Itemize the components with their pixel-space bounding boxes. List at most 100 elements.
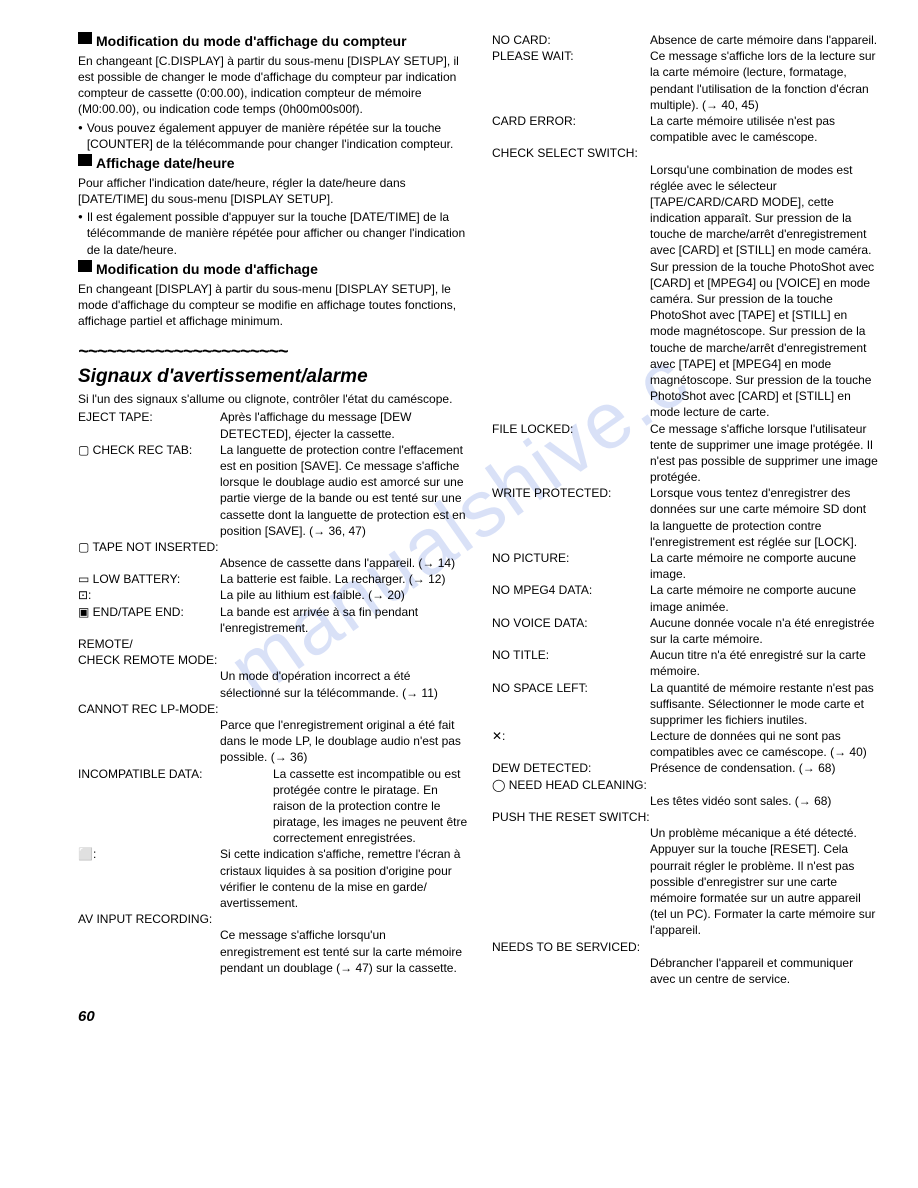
table-row: Lorsqu'une combination de modes est régl… bbox=[492, 162, 878, 421]
table-row: NO CARD:Absence de carte mémoire dans l'… bbox=[492, 32, 878, 48]
table-row: Un mode d'opération incorrect a été séle… bbox=[78, 668, 468, 700]
row-label: REMOTE/ bbox=[78, 636, 220, 652]
row-label: ▢ CHECK REC TAB: bbox=[78, 442, 220, 458]
row-value: Aucun titre n'a été enregistré sur la ca… bbox=[650, 647, 878, 679]
row-value: Présence de condensation. (→ 68) bbox=[650, 760, 878, 776]
major-heading: Signaux d'avertissement/alarme bbox=[78, 364, 468, 390]
table-row: ◯ NEED HEAD CLEANING: bbox=[492, 777, 878, 793]
table-row: Parce que l'enregistrement original a ét… bbox=[78, 717, 468, 766]
table-row: NO VOICE DATA:Aucune donnée vocale n'a é… bbox=[492, 615, 878, 647]
table-row: CHECK SELECT SWITCH: bbox=[492, 145, 878, 161]
row-value: Un problème mécanique a été détecté. App… bbox=[650, 825, 878, 938]
page-number: 60 bbox=[78, 1007, 878, 1027]
row-label: NO PICTURE: bbox=[492, 550, 650, 566]
row-label: PLEASE WAIT: bbox=[492, 48, 650, 64]
row-value: Parce que l'enregistrement original a ét… bbox=[220, 717, 468, 766]
table-row: ✕:Lecture de données qui ne sont pas com… bbox=[492, 728, 878, 760]
warning-table-left: EJECT TAPE:Après l'affichage du message … bbox=[78, 409, 468, 976]
table-row: ⬜:Si cette indication s'affiche, remettr… bbox=[78, 846, 468, 911]
table-row: Absence de cassette dans l'appareil. (→ … bbox=[78, 555, 468, 571]
row-value: Les têtes vidéo sont sales. (→ 68) bbox=[650, 793, 878, 809]
section-heading: Modification du mode d'affichage du comp… bbox=[78, 32, 468, 51]
row-label: NO SPACE LEFT: bbox=[492, 680, 650, 696]
wave-divider: ~~~~~~~~~~~~~~~~~~~~~~ bbox=[78, 339, 468, 363]
paragraph: Si l'un des signaux s'allume ou clignote… bbox=[78, 391, 468, 407]
row-label: NO TITLE: bbox=[492, 647, 650, 663]
row-value: Absence de carte mémoire dans l'appareil… bbox=[650, 32, 878, 48]
row-value: Après l'affichage du message [DEW DETECT… bbox=[220, 409, 468, 441]
warning-table-right: NO CARD:Absence de carte mémoire dans l'… bbox=[492, 32, 878, 987]
row-label: ▣ END/TAPE END: bbox=[78, 604, 220, 620]
left-column: Modification du mode d'affichage du comp… bbox=[78, 30, 468, 987]
row-value: Débrancher l'appareil et communiquer ave… bbox=[650, 955, 878, 987]
bullet-text: Vous pouvez également appuyer de manière… bbox=[87, 120, 468, 152]
row-label: ◯ NEED HEAD CLEANING: bbox=[492, 777, 878, 793]
row-label: CANNOT REC LP-MODE: bbox=[78, 701, 220, 717]
paragraph: Pour afficher l'indication date/heure, r… bbox=[78, 175, 468, 207]
table-row: PUSH THE RESET SWITCH: bbox=[492, 809, 878, 825]
table-row: FILE LOCKED:Ce message s'affiche lorsque… bbox=[492, 421, 878, 486]
row-value: La batterie est faible. La recharger. (→… bbox=[220, 571, 468, 587]
table-row: NO SPACE LEFT:La quantité de mémoire res… bbox=[492, 680, 878, 729]
row-label: NO VOICE DATA: bbox=[492, 615, 650, 631]
row-label: ✕: bbox=[492, 728, 650, 744]
table-row: ▣ END/TAPE END:La bande est arrivée à sa… bbox=[78, 604, 468, 636]
table-row: EJECT TAPE:Après l'affichage du message … bbox=[78, 409, 468, 441]
table-row: AV INPUT RECORDING: bbox=[78, 911, 468, 927]
block-bullet-icon bbox=[78, 32, 92, 44]
page-columns: Modification du mode d'affichage du comp… bbox=[78, 30, 878, 987]
row-label: NO CARD: bbox=[492, 32, 650, 48]
row-label: INCOMPATIBLE DATA: bbox=[78, 766, 273, 782]
row-value: Lorsqu'une combination de modes est régl… bbox=[650, 162, 878, 421]
table-row: PLEASE WAIT:Ce message s'affiche lors de… bbox=[492, 48, 878, 113]
row-label: PUSH THE RESET SWITCH: bbox=[492, 809, 878, 825]
row-label: NEEDS TO BE SERVICED: bbox=[492, 939, 878, 955]
table-row: NEEDS TO BE SERVICED: bbox=[492, 939, 878, 955]
row-label: ▢ TAPE NOT INSERTED: bbox=[78, 539, 220, 555]
row-value: La carte mémoire utilisée n'est pas comp… bbox=[650, 113, 878, 145]
row-value: Un mode d'opération incorrect a été séle… bbox=[220, 668, 468, 700]
row-value: La cassette est incompatible ou est prot… bbox=[273, 766, 468, 847]
paragraph: En changeant [DISPLAY] à partir du sous-… bbox=[78, 281, 468, 330]
table-row: CARD ERROR:La carte mémoire utilisée n'e… bbox=[492, 113, 878, 145]
row-value: Lorsque vous tentez d'enregistrer des do… bbox=[650, 485, 878, 550]
table-row: ▢ TAPE NOT INSERTED: bbox=[78, 539, 468, 555]
row-label: ⬜: bbox=[78, 846, 220, 862]
row-label: AV INPUT RECORDING: bbox=[78, 911, 220, 927]
row-value: Ce message s'affiche lorsqu'un enregistr… bbox=[220, 927, 468, 976]
row-label: ⊡: bbox=[78, 587, 220, 603]
bullet-item: Vous pouvez également appuyer de manière… bbox=[78, 120, 468, 152]
row-label: WRITE PROTECTED: bbox=[492, 485, 650, 501]
table-row: DEW DETECTED:Présence de condensation. (… bbox=[492, 760, 878, 776]
row-value: La bande est arrivée à sa fin pendant l'… bbox=[220, 604, 468, 636]
bullet-text: Il est également possible d'appuyer sur … bbox=[87, 209, 468, 258]
heading-text: Modification du mode d'affichage bbox=[96, 260, 468, 279]
row-value: Aucune donnée vocale n'a été enregistrée… bbox=[650, 615, 878, 647]
bullet-item: Il est également possible d'appuyer sur … bbox=[78, 209, 468, 258]
table-row: Débrancher l'appareil et communiquer ave… bbox=[492, 955, 878, 987]
table-row: INCOMPATIBLE DATA:La cassette est incomp… bbox=[78, 766, 468, 847]
row-label: FILE LOCKED: bbox=[492, 421, 650, 437]
heading-text: Modification du mode d'affichage du comp… bbox=[96, 32, 468, 51]
table-row: CHECK REMOTE MODE: bbox=[78, 652, 468, 668]
row-label: DEW DETECTED: bbox=[492, 760, 650, 776]
row-label: CARD ERROR: bbox=[492, 113, 650, 129]
row-value: Lecture de données qui ne sont pas compa… bbox=[650, 728, 878, 760]
table-row: CANNOT REC LP-MODE: bbox=[78, 701, 468, 717]
block-bullet-icon bbox=[78, 154, 92, 166]
row-value: Si cette indication s'affiche, remettre … bbox=[220, 846, 468, 911]
row-label: ▭ LOW BATTERY: bbox=[78, 571, 220, 587]
row-label: CHECK REMOTE MODE: bbox=[78, 652, 220, 668]
table-row: REMOTE/ bbox=[78, 636, 468, 652]
section-heading: Affichage date/heure bbox=[78, 154, 468, 173]
block-bullet-icon bbox=[78, 260, 92, 272]
table-row: Les têtes vidéo sont sales. (→ 68) bbox=[492, 793, 878, 809]
heading-text: Affichage date/heure bbox=[96, 154, 468, 173]
table-row: WRITE PROTECTED:Lorsque vous tentez d'en… bbox=[492, 485, 878, 550]
row-value: La carte mémoire ne comporte aucune imag… bbox=[650, 582, 878, 614]
row-label: EJECT TAPE: bbox=[78, 409, 220, 425]
row-label: CHECK SELECT SWITCH: bbox=[492, 145, 878, 161]
row-value: La pile au lithium est faible. (→ 20) bbox=[220, 587, 468, 603]
row-value: Ce message s'affiche lorsque l'utilisate… bbox=[650, 421, 878, 486]
paragraph: En changeant [C.DISPLAY] à partir du sou… bbox=[78, 53, 468, 118]
